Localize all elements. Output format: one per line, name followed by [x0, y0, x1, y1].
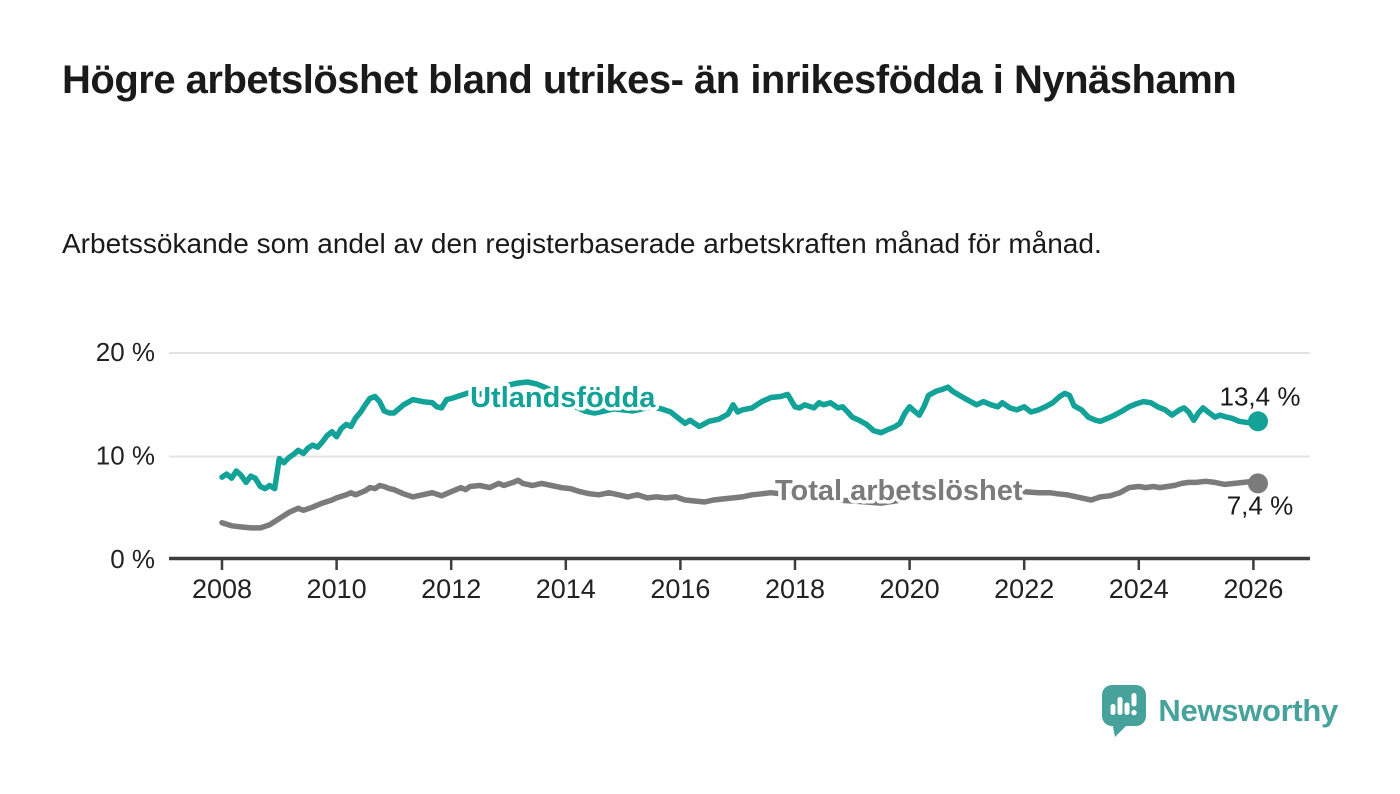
logo-bars [1110, 693, 1138, 716]
series-end-value-total-arbetsl-shet: 7,4 % [1227, 490, 1294, 520]
x-tick-label: 2024 [1109, 574, 1169, 604]
x-tick-label: 2022 [994, 574, 1054, 604]
x-tick-label: 2012 [421, 574, 481, 604]
x-tick-label: 2010 [307, 574, 367, 604]
x-tick-label: 2018 [765, 574, 825, 604]
series-end-dot-utlandsf-dda [1247, 411, 1268, 432]
series-label-total-arbetsl-shet: Total arbetslöshet [775, 475, 1023, 507]
chart-subtitle: Arbetssökande som andel av den registerb… [62, 228, 1102, 259]
x-tick-label: 2014 [536, 574, 596, 604]
newsworthy-logo: Newsworthy [1101, 684, 1338, 738]
page-title: Högre arbetslöshet bland utrikes- än inr… [62, 58, 1237, 102]
y-tick-label: 20 % [96, 337, 155, 367]
x-tick-label: 2026 [1223, 574, 1283, 604]
y-tick-label: 10 % [96, 441, 155, 471]
series-line-utlandsf-dda [219, 379, 1261, 492]
newsworthy-logo-text: Newsworthy [1158, 693, 1338, 728]
x-tick-label: 2016 [650, 574, 710, 604]
series-line-total-arbetsl-shet [219, 477, 1261, 531]
bar-chart-speech-bubble-icon [1102, 685, 1147, 737]
series-label-utlandsf-dda: Utlandsfödda [470, 382, 656, 414]
logo-bubble [1102, 685, 1147, 737]
series-end-value-utlandsf-dda: 13,4 % [1220, 381, 1301, 411]
x-tick-label: 2008 [192, 574, 252, 604]
series-end-dot-total-arbetsl-shet [1247, 473, 1268, 494]
x-tick-label: 2020 [880, 574, 940, 604]
y-tick-label: 0 % [110, 544, 155, 574]
